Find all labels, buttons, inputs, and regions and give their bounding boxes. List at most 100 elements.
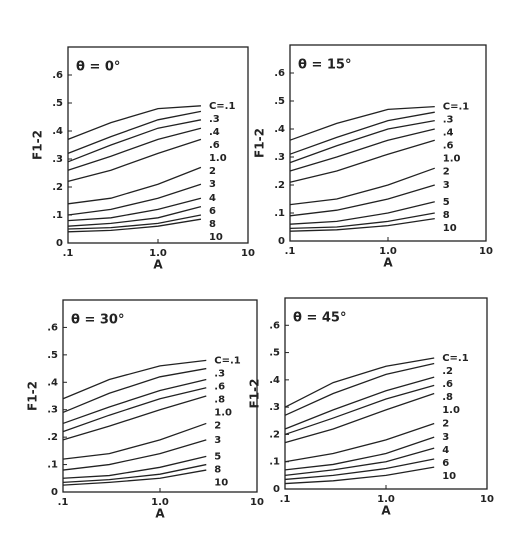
curve — [62, 359, 207, 400]
curve-label: 8 — [209, 219, 216, 230]
curve — [289, 184, 435, 217]
x-tick-label: .1 — [58, 497, 69, 508]
curve — [67, 119, 202, 163]
curve — [289, 111, 435, 155]
curve-label: .6 — [209, 140, 220, 151]
x-tick-label: .1 — [63, 248, 74, 259]
curve-label: 5 — [443, 197, 450, 208]
y-tick-label: .1 — [47, 460, 58, 471]
x-tick-label: .1 — [285, 246, 296, 257]
plot-frame — [284, 297, 488, 490]
curve — [67, 138, 202, 183]
curve — [289, 128, 435, 172]
curve — [284, 458, 435, 481]
curve-label: 3 — [443, 180, 450, 191]
curve — [284, 357, 435, 408]
y-tick-label: .5 — [269, 348, 280, 359]
y-tick-label: .5 — [52, 98, 63, 109]
y-axis-label: F1-2 — [248, 379, 262, 409]
y-tick-label: 0 — [56, 238, 63, 249]
curve-label: 10 — [443, 223, 457, 234]
curve-label: .6 — [442, 379, 453, 390]
curve-label: 2 — [214, 420, 221, 431]
y-tick-label: .2 — [274, 180, 285, 191]
y-tick-label: 0 — [273, 484, 280, 495]
y-tick-label: .4 — [269, 375, 280, 386]
curve-label: .3 — [214, 368, 225, 379]
curve-label: 2 — [442, 419, 449, 430]
curve — [284, 436, 435, 471]
curve-label: .6 — [443, 141, 454, 152]
curve — [289, 167, 435, 206]
curve — [62, 439, 207, 471]
curve-label: 6 — [209, 206, 216, 217]
curve-label: 4 — [442, 445, 449, 456]
curve-label: 6 — [442, 458, 449, 469]
curve — [67, 205, 202, 227]
y-tick-label: .6 — [274, 68, 285, 79]
curve — [62, 378, 207, 425]
curve-label: .4 — [209, 127, 220, 138]
x-tick-label: 10 — [479, 246, 493, 257]
x-tick-label: 1.0 — [151, 497, 169, 508]
y-tick-label: .3 — [52, 154, 63, 165]
curve-label: C=.1 — [443, 102, 470, 113]
y-tick-label: .2 — [52, 182, 63, 193]
curve — [67, 166, 202, 205]
y-tick-label: .3 — [269, 402, 280, 413]
y-tick-label: .6 — [52, 70, 63, 81]
x-tick-label: 1.0 — [149, 248, 167, 259]
curve — [67, 110, 202, 155]
panel-title: θ = 15° — [298, 58, 351, 73]
curve — [289, 139, 435, 183]
curve-label: 10 — [209, 232, 223, 243]
curve-label: 8 — [214, 464, 221, 475]
y-tick-label: .1 — [274, 208, 285, 219]
curve-label: C=.1 — [442, 353, 469, 364]
y-tick-label: .6 — [269, 320, 280, 331]
x-tick-label: 10 — [480, 494, 494, 505]
curve-label: 10 — [442, 471, 456, 482]
curve — [67, 197, 202, 222]
curve — [62, 469, 207, 486]
y-tick-label: .4 — [47, 377, 58, 388]
curve-label: .3 — [209, 114, 220, 125]
curve-label: 3 — [214, 435, 221, 446]
curve — [67, 127, 202, 171]
curve — [289, 105, 435, 141]
curve — [284, 362, 435, 416]
plot-frame — [67, 46, 249, 244]
y-tick-label: .5 — [274, 96, 285, 107]
curve — [62, 387, 207, 433]
curve — [62, 463, 207, 484]
curve-label: 5 — [214, 451, 221, 462]
plot-frame — [62, 299, 258, 493]
panel-title: θ = 30° — [71, 313, 124, 328]
y-tick-label: .4 — [274, 124, 285, 135]
curve — [284, 384, 435, 436]
curve-label: 2 — [209, 166, 216, 177]
y-tick-label: 0 — [51, 487, 58, 498]
x-tick-label: 1.0 — [379, 246, 397, 257]
curve — [284, 466, 435, 485]
curve — [284, 422, 435, 463]
curve-label: 1.0 — [443, 154, 461, 165]
curve-label: .8 — [214, 394, 225, 405]
curve-label: C=.1 — [209, 101, 236, 112]
y-tick-label: .2 — [47, 432, 58, 443]
x-tick-label: 10 — [241, 248, 255, 259]
curve-label: .8 — [442, 392, 453, 403]
curve-label: 1.0 — [442, 405, 460, 416]
curve-label: .6 — [214, 381, 225, 392]
curve-label: 8 — [443, 210, 450, 221]
curve-label: 4 — [209, 193, 216, 204]
curve-label: 10 — [214, 477, 228, 488]
y-tick-label: .4 — [52, 126, 63, 137]
x-tick-label: .1 — [280, 494, 291, 505]
curve-label: 1.0 — [214, 407, 232, 418]
curve-label: .2 — [442, 366, 453, 377]
curve — [67, 214, 202, 230]
curve-label: .3 — [443, 115, 454, 126]
curve-label: 1.0 — [209, 153, 227, 164]
curve-label: C=.1 — [214, 355, 241, 366]
